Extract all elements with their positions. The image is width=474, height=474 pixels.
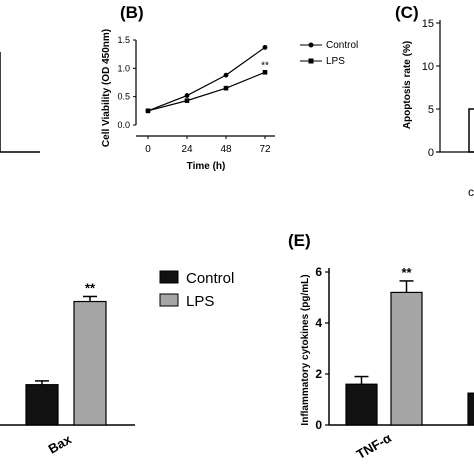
panel-b-x-ticks: 0 24 48 72 (145, 136, 271, 155)
panel-b-point-lps (262, 70, 268, 75)
panel-b-legend: Control LPS (300, 40, 358, 67)
panel-d-category-label: Bax (46, 431, 75, 456)
legend-large-control-label: Control (186, 270, 234, 287)
panel-b-line-control (147, 46, 266, 112)
panel-d-bars: ** (25, 280, 107, 426)
panel-b-series (145, 44, 268, 114)
panel-e-y-tick-label: 6 (315, 265, 322, 279)
panel-c-bar-chart: (C) 0 5 10 15 Apoptosis rate (%) c (395, 3, 474, 199)
panel-b-line-lps (147, 71, 266, 112)
panel-e-y-axis-label: Inflammatory cytokines (pg/mL) (300, 274, 311, 425)
panel-b-point-lps (145, 108, 151, 114)
panel-b-y-ticks: 0.0 0.5 1.0 1.5 (117, 35, 136, 130)
panel-c-y-ticks: 0 5 10 15 (422, 18, 440, 159)
legend-small-lps-label: LPS (326, 56, 345, 67)
panel-c-y-tick-label: 15 (422, 18, 434, 30)
panel-e-significance: ** (401, 265, 412, 280)
panel-b-label: (B) (120, 3, 144, 22)
legend-large-lps-label: LPS (186, 293, 214, 310)
legend-small-control-marker (308, 42, 314, 48)
panel-b-point-control (262, 44, 268, 50)
panel-b-x-axis-label: Time (h) (187, 161, 226, 172)
panel-e-category-label: TNF-α (354, 430, 394, 462)
panel-b-point-control (223, 72, 229, 78)
panel-d-bar-control (25, 384, 59, 426)
panel-c-category-fragment: c (468, 185, 474, 199)
panel-c-y-tick-label: 5 (428, 104, 434, 116)
panel-b-point-control (184, 93, 190, 98)
panel-c-y-tick-label: 10 (422, 61, 434, 73)
panel-b-point-lps (223, 85, 229, 91)
panel-b-y-axis-label: Cell Viability (OD 450nm) (101, 29, 112, 147)
panel-e-y-ticks: 0 2 4 6 (315, 265, 329, 432)
panel-e-y-tick-label: 4 (315, 316, 322, 330)
panel-e-bars: ** (345, 265, 474, 426)
panel-d-significance: ** (85, 280, 96, 295)
panel-e-bar-lps (390, 291, 423, 426)
legend-small-lps-marker (308, 58, 314, 64)
legend-large-control-swatch (159, 270, 179, 284)
panel-b-y-tick-label: 0.5 (117, 92, 130, 102)
panel-c-label: (C) (395, 3, 419, 22)
panel-d-bar-chart: ** Bax (0, 280, 135, 457)
panel-b-x-tick-label: 24 (181, 144, 193, 155)
panel-e-y-tick-label: 2 (315, 367, 322, 381)
panel-e-y-tick-label: 0 (315, 418, 322, 432)
panel-b-y-tick-label: 1.5 (117, 35, 130, 45)
panel-b-line-chart: (B) 0.0 0.5 1.0 1.5 0 24 48 72 Cell Viability … (101, 3, 275, 172)
panel-a-remnant (0, 52, 40, 153)
panel-c-y-axis-label: Apoptosis rate (%) (402, 41, 413, 129)
panel-d-bar-lps (73, 300, 107, 426)
panel-b-point-lps (184, 98, 190, 103)
panel-e-bar-control (345, 383, 378, 426)
panel-e-bar-partial (467, 392, 474, 426)
panel-b-x-tick-label: 0 (145, 144, 151, 155)
panel-c-bar-partial (468, 108, 474, 153)
panel-b-y-tick-label: 0.0 (117, 120, 130, 130)
panel-e-label: (E) (288, 231, 311, 250)
panel-b-x-tick-label: 48 (220, 144, 232, 155)
legend-large-lps-swatch (159, 293, 179, 307)
legend-large: Control LPS (159, 270, 234, 310)
panel-b-x-tick-label: 72 (259, 144, 271, 155)
panel-b-y-tick-label: 1.0 (117, 63, 130, 73)
panel-b-significance: ** (261, 60, 269, 71)
panel-c-y-tick-label: 0 (428, 147, 434, 159)
legend-small-control-label: Control (326, 40, 358, 51)
